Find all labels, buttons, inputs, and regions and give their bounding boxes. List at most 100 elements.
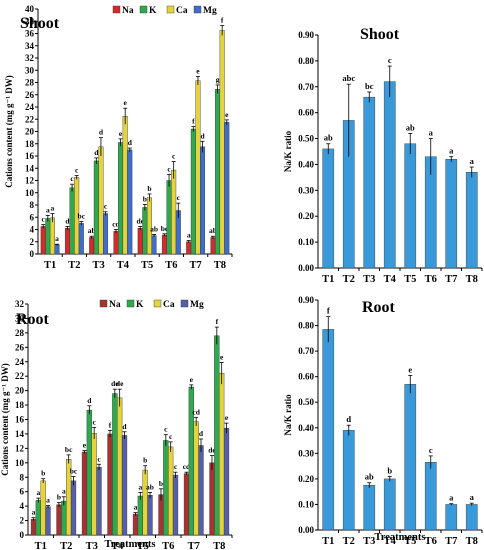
x-tick-label: T7: [445, 536, 457, 547]
y-tick-label: 18: [15, 400, 25, 410]
significance-letter: b: [147, 184, 151, 193]
y-tick-label: 2: [30, 237, 35, 247]
y-tick-label: 18: [25, 139, 35, 149]
y-tick-label: 22: [15, 371, 25, 381]
x-tick-label: T8: [466, 274, 478, 285]
bar-na-t2: [64, 228, 70, 255]
significance-letter: c: [429, 445, 433, 455]
bar-na-t4: [113, 231, 119, 255]
significance-letter: c: [93, 417, 97, 426]
bar-ca-t8: [219, 373, 225, 536]
y-tick-label: 22: [25, 114, 35, 124]
significance-letter: f: [327, 306, 330, 316]
x-tick-label: T4: [384, 274, 397, 285]
significance-letter: c: [177, 193, 181, 202]
bar-mg-t3: [103, 213, 109, 255]
y-tick-label: 0.60: [298, 372, 314, 382]
significance-letter: c: [172, 152, 176, 161]
y-tick-label: 0.80: [298, 321, 314, 331]
bar-ratio-t3: [363, 96, 376, 269]
y-tick-label: 0: [30, 249, 35, 259]
bar-mg-t6: [172, 474, 179, 536]
bar-k-t3: [86, 409, 92, 536]
significance-letter: abc: [342, 73, 355, 83]
significance-letter: g: [216, 75, 220, 84]
significance-letter: bc: [161, 224, 169, 233]
y-tick-label: 0.80: [298, 56, 314, 66]
bar-ca-t4: [122, 115, 128, 255]
legend-label-na: Na: [109, 300, 121, 310]
bar-mg-t7: [200, 146, 206, 255]
significance-letter: ab: [406, 122, 415, 132]
bar-ratio-t5: [404, 143, 417, 269]
significance-letter: a: [46, 205, 50, 214]
x-tick-label: T6: [162, 541, 174, 550]
bar-na-t6: [158, 494, 164, 536]
bar-ratio-t1: [322, 329, 335, 531]
significance-letter: c: [70, 174, 74, 183]
y-tick-label: 26: [15, 342, 25, 352]
x-tick-label: T3: [363, 274, 375, 285]
bar-ratio-t7: [445, 504, 458, 531]
significance-letter: b: [41, 469, 45, 478]
significance-letter: e: [225, 413, 229, 422]
y-tick-label: 34: [25, 41, 35, 51]
y-tick-label: 0.30: [298, 185, 314, 195]
bar-mg-t1: [54, 244, 60, 255]
y-tick-label: 0.90: [298, 295, 314, 305]
significance-letter: f: [109, 420, 112, 429]
y-tick-label: 4: [30, 225, 35, 235]
panel-title: Shoot: [360, 26, 400, 43]
bar-ratio-t8: [465, 172, 478, 269]
x-tick-label: T6: [425, 536, 437, 547]
significance-letter: a: [138, 482, 142, 491]
x-tick-label: T5: [404, 274, 416, 285]
significance-letter: b: [159, 479, 163, 488]
bar-k-t6: [166, 180, 172, 255]
panel-title: Shoot: [20, 15, 60, 32]
y-tick-label: 0.20: [298, 474, 314, 484]
y-tick-label: 0.40: [298, 423, 314, 433]
bar-mg-t8: [224, 122, 230, 255]
bar-mg-t5: [147, 495, 153, 536]
legend-label-k: K: [149, 6, 157, 16]
legend-label-na: Na: [122, 6, 134, 16]
y-tick-label: 20: [25, 127, 35, 137]
significance-letter: c: [388, 55, 392, 65]
significance-letter: c: [42, 215, 46, 224]
bar-k-t2: [69, 187, 75, 255]
significance-letter: de: [136, 216, 144, 225]
y-tick-label: 38: [25, 16, 35, 26]
bar-ca-t6: [171, 169, 177, 255]
bar-ca-t8: [219, 30, 225, 255]
significance-letter: d: [200, 131, 205, 140]
y-tick-label: 0.00: [298, 263, 314, 273]
x-tick-label: T7: [445, 274, 457, 285]
significance-letter: a: [429, 128, 434, 138]
legend-label-mg: Mg: [190, 300, 204, 310]
significance-letter: d: [94, 148, 99, 157]
legend-swatch-na: [99, 299, 108, 308]
y-tick-label: 0.10: [298, 499, 314, 509]
x-tick-label: T6: [165, 260, 177, 271]
bar-ratio-t4: [383, 81, 396, 269]
y-tick-label: 28: [15, 328, 25, 338]
bar-na-t8: [210, 237, 216, 255]
significance-letter: a: [470, 156, 475, 166]
legend-swatch-ca: [166, 5, 175, 14]
bar-k-t1: [45, 218, 51, 255]
x-tick-label: T1: [322, 274, 334, 285]
significance-letter: e: [196, 66, 200, 75]
legend-swatch-ca: [153, 299, 162, 308]
bar-na-t4: [107, 433, 113, 536]
significance-letter: cd: [192, 407, 200, 416]
y-tick-label: 28: [25, 78, 35, 88]
x-axis-label: Treatments: [375, 532, 426, 543]
significance-letter: f: [216, 317, 219, 326]
x-tick-label: T3: [363, 536, 375, 547]
significance-letter: c: [169, 432, 173, 441]
significance-letter: a: [134, 503, 138, 512]
legend-label-mg: Mg: [203, 6, 217, 16]
x-tick-label: T2: [68, 260, 80, 271]
